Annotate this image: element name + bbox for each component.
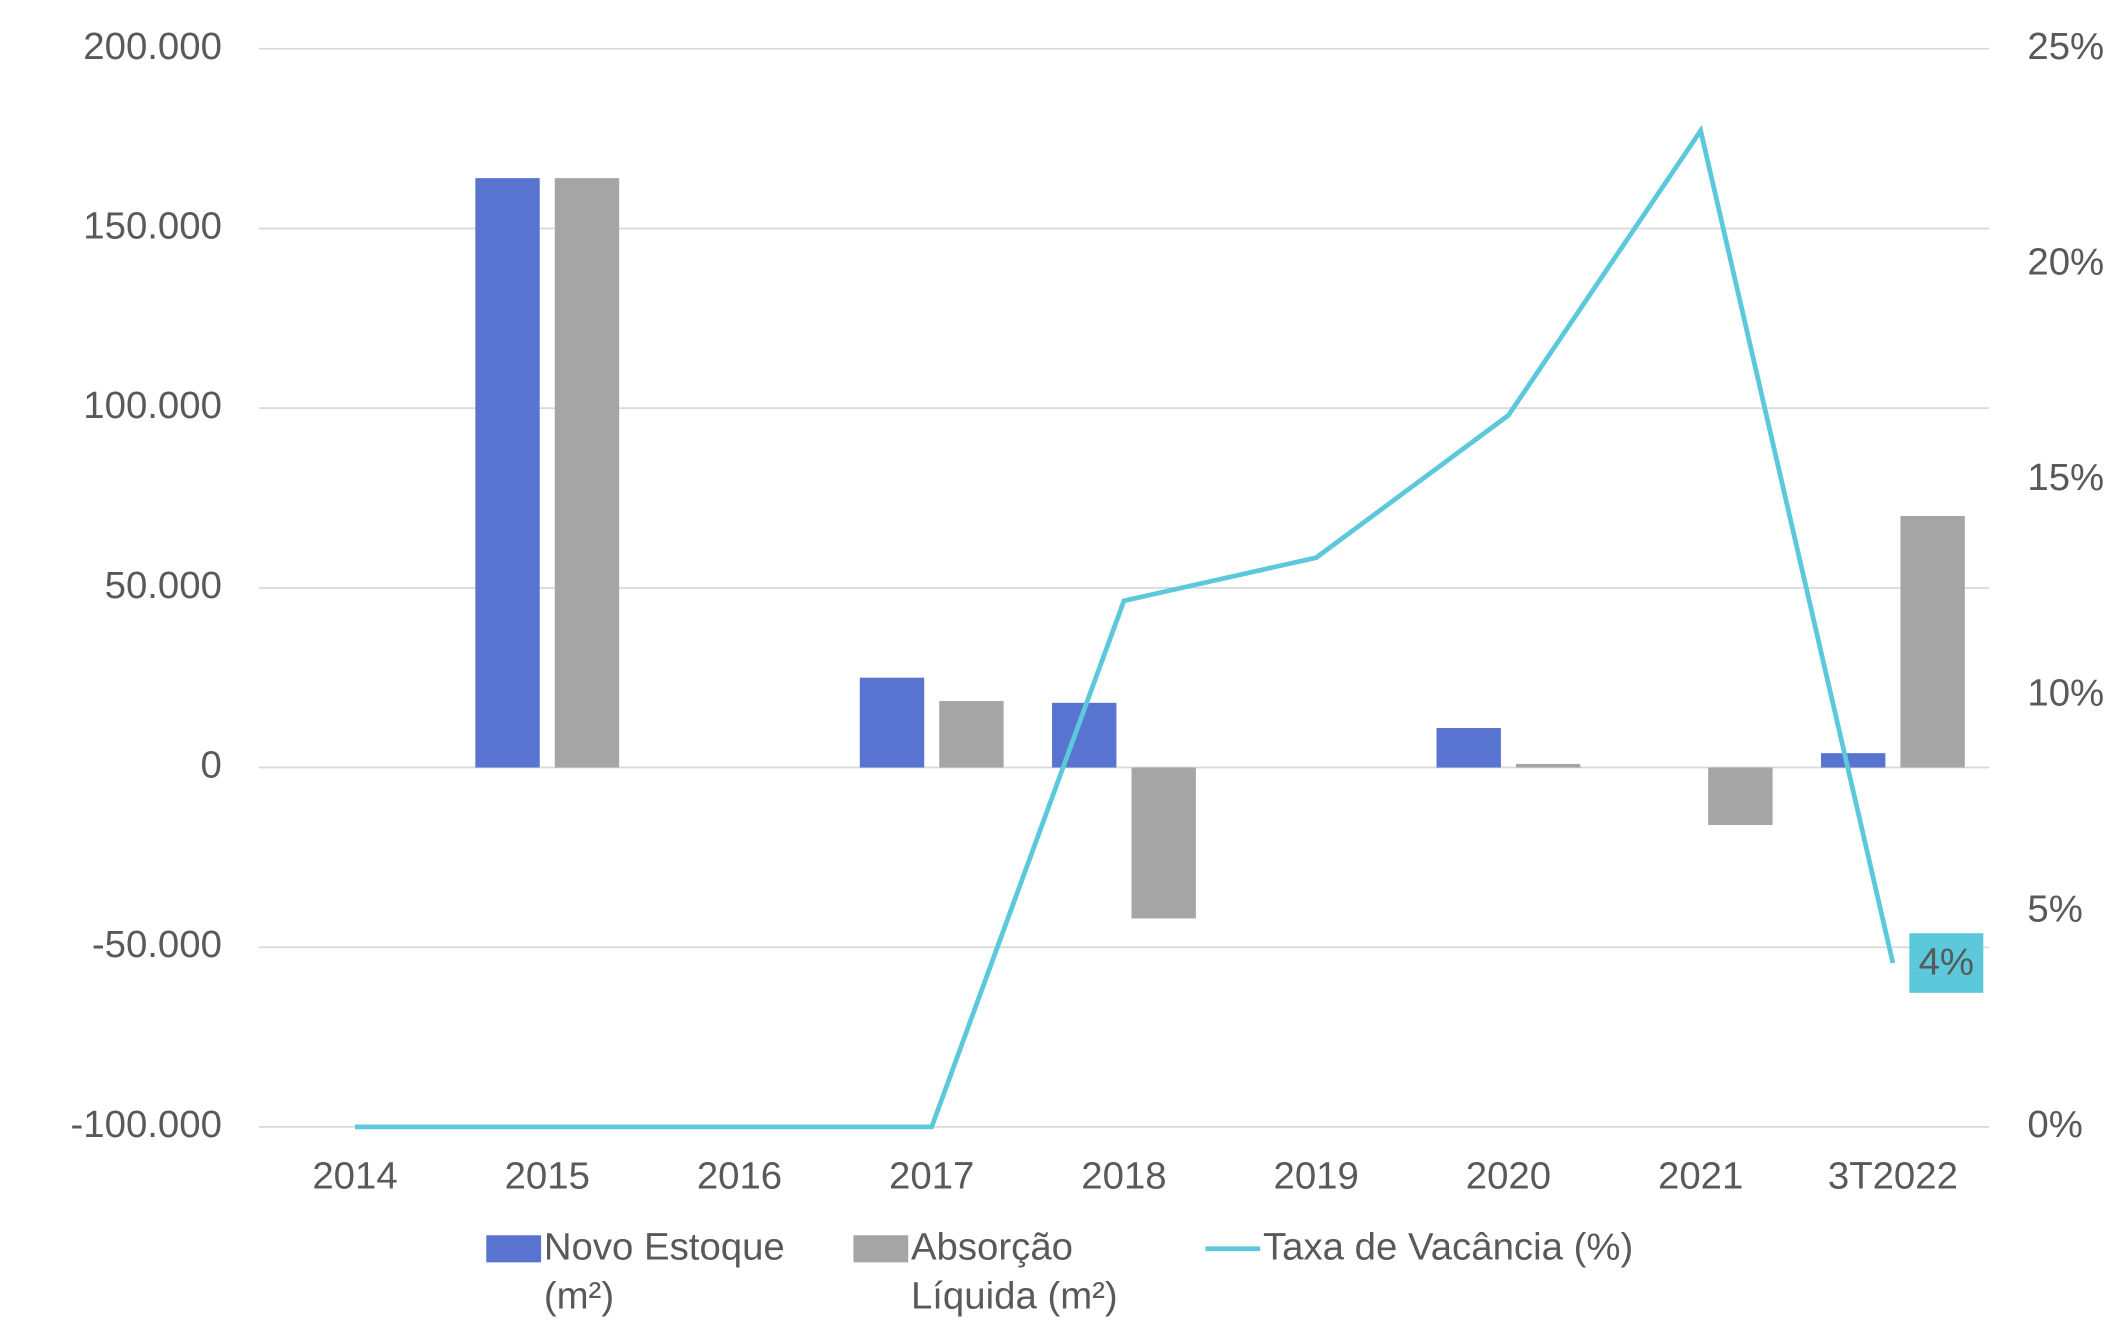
y-tick-label: -100.000 [71,1103,222,1146]
bar [939,701,1004,768]
y2-tick-label: 10% [2027,672,2104,715]
y2-tick-label: 5% [2027,887,2082,930]
x-tick-label: 2016 [697,1155,782,1198]
legend-item: Novo Estoque (m²) [543,1225,785,1317]
legend-swatch [853,1235,909,1263]
legend-label: Absorção Líquida (m²) [910,1225,1118,1317]
legend-label: Taxa de Vacância (%) [1262,1225,1634,1268]
x-tick-label: 2020 [1466,1155,1551,1198]
y-tick-label: 200.000 [83,25,222,68]
y-tick-label: 150.000 [83,205,222,248]
bar [859,677,925,768]
x-tick-label: 2019 [1274,1155,1359,1198]
y2-tick-label: 15% [2027,456,2104,499]
y-tick-label: 50.000 [105,564,222,607]
x-tick-label: 2017 [889,1155,974,1198]
bar [1820,753,1886,768]
y2-tick-label: 25% [2027,25,2104,68]
y-tick-label: 100.000 [83,384,222,427]
x-tick-label: 2018 [1081,1155,1166,1198]
data-label: 4% [1919,941,1974,984]
x-tick-label: 2014 [312,1155,397,1198]
legend-swatch [486,1235,542,1263]
bar [1131,767,1196,919]
bar [1900,515,1965,768]
y2-tick-label: 0% [2027,1103,2082,1146]
y-tick-label: -50.000 [92,923,222,966]
bar [1515,763,1581,768]
bar [554,178,620,768]
data-label-box [1909,933,1984,993]
legend-label: Novo Estoque (m²) [543,1225,785,1317]
bar [1436,727,1501,768]
legend-item: Taxa de Vacância (%) [1262,1225,1634,1268]
y-tick-label: 0 [201,744,222,787]
x-tick-label: 3T2022 [1828,1155,1958,1198]
bar [1708,767,1773,826]
line [355,124,1896,1130]
bar [475,178,540,768]
y2-tick-label: 20% [2027,241,2104,284]
x-tick-label: 2021 [1658,1155,1743,1198]
x-tick-label: 2015 [505,1155,590,1198]
legend-item: Absorção Líquida (m²) [910,1225,1118,1317]
